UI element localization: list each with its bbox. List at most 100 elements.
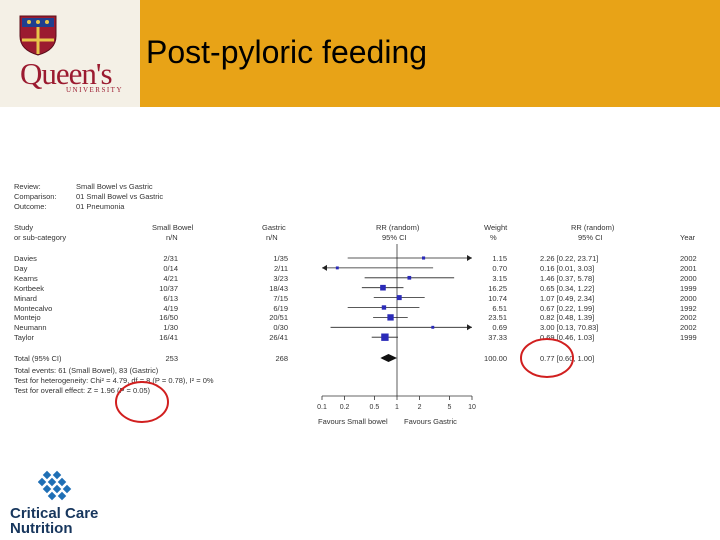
effect-marker <box>380 284 386 291</box>
study-year: 2002 <box>680 323 697 333</box>
study-name: Taylor <box>14 333 35 343</box>
header-gastric-sub: n/N <box>266 233 278 242</box>
study-ci-text: 0.65 [0.34, 1.22] <box>540 283 595 293</box>
study-year: 2001 <box>680 263 697 273</box>
study-gastric: 3/23 <box>273 273 288 283</box>
study-sb: 4/19 <box>163 303 178 313</box>
header-sb-sub: n/N <box>166 233 178 242</box>
review-value: Small Bowel vs Gastric <box>76 182 153 191</box>
header-year: Year <box>680 233 696 242</box>
study-ci-text: 0.67 [0.22, 1.99] <box>540 303 595 313</box>
slide-title: Post-pyloric feeding <box>146 34 428 70</box>
study-year: 2000 <box>680 293 697 303</box>
study-name: Kortbeek <box>14 283 45 293</box>
study-ci-text: 0.16 [0.01, 3.03] <box>540 263 595 273</box>
effect-marker <box>407 275 412 280</box>
study-year: 2002 <box>680 254 697 263</box>
study-ci-text: 0.82 [0.48, 1.39] <box>540 313 595 323</box>
study-sb: 0/14 <box>163 263 178 273</box>
comparison-value: 01 Small Bowel vs Gastric <box>76 192 164 201</box>
effect-marker <box>381 333 389 341</box>
header-subcat: or sub-category <box>14 233 67 242</box>
effect-marker <box>381 305 387 310</box>
header-rr2-sub: 95% CI <box>578 233 603 242</box>
study-sb: 16/50 <box>159 313 178 323</box>
annotation-circle-pvalue <box>115 381 169 423</box>
x-tick-label: 2 <box>418 404 422 411</box>
study-weight: 23.51 <box>488 313 507 323</box>
study-name: Neumann <box>14 323 47 333</box>
crest-icon <box>19 15 57 56</box>
study-name: Minard <box>14 293 37 303</box>
effect-marker <box>335 266 339 270</box>
study-gastric: 20/51 <box>269 313 288 323</box>
header-gastric: Gastric <box>262 223 286 232</box>
effect-marker <box>387 314 394 321</box>
ci-arrow-right <box>467 255 472 261</box>
header-weight-sub: % <box>490 233 497 242</box>
x-tick-label: 0.2 <box>340 404 350 411</box>
study-gastric: 26/41 <box>269 333 288 343</box>
study-weight: 37.33 <box>488 333 507 343</box>
total-ci-text: 0.77 [0.60, 1.00] <box>540 354 595 363</box>
study-ci-text: 3.00 [0.13, 70.83] <box>540 323 599 333</box>
study-sb: 16/41 <box>159 333 178 343</box>
total-label: Total (95% CI) <box>14 354 62 363</box>
ccn-logo-icon <box>38 470 72 501</box>
study-year: 2002 <box>680 313 697 323</box>
queens-logo: Queen's UNIVERSITY <box>0 0 140 107</box>
x-tick-label: 0.1 <box>317 404 327 411</box>
study-ci-text: 2.26 [0.22, 23.71] <box>540 254 599 263</box>
x-tick-label: 0.5 <box>370 404 380 411</box>
study-year: 2000 <box>680 273 697 283</box>
study-gastric: 18/43 <box>269 283 288 293</box>
header-sb: Small Bowel <box>152 223 194 232</box>
x-tick-label: 5 <box>447 404 451 411</box>
total-diamond <box>380 354 397 362</box>
ci-arrow-right <box>467 324 472 331</box>
study-weight: 3.15 <box>492 273 507 283</box>
study-sb: 10/37 <box>159 283 178 293</box>
total-gastric: 268 <box>275 354 288 363</box>
study-ci-text: 1.46 [0.37, 5.78] <box>540 273 595 283</box>
ccn-logo: Critical Care Nutrition <box>8 470 118 536</box>
study-name: Davies <box>14 254 37 263</box>
study-year: 1992 <box>680 303 697 313</box>
x-tick-label: 10 <box>468 404 476 411</box>
study-gastric: 2/11 <box>273 263 288 273</box>
footnote-heterogeneity: Test for heterogeneity: Chi² = 4.79, df … <box>14 376 214 385</box>
xlabel-left: Favours Small bowel <box>318 417 388 426</box>
ccn-line1: Critical Care <box>10 505 99 522</box>
x-tick-label: 1 <box>395 404 399 411</box>
study-name: Day <box>14 263 28 273</box>
effect-marker <box>431 325 435 329</box>
study-gastric: 1/35 <box>273 254 288 263</box>
ci-arrow-left <box>322 264 327 271</box>
study-ci-text: 1.07 [0.49, 2.34] <box>540 293 595 303</box>
study-name: Montejo <box>14 313 41 323</box>
header-rr2: RR (random) <box>571 223 615 232</box>
effect-marker <box>422 256 426 260</box>
header-weight: Weight <box>484 223 508 232</box>
study-name: Montecalvo <box>14 303 53 313</box>
comparison-label: Comparison: <box>14 192 57 201</box>
header-study: Study <box>14 223 34 232</box>
logo-wordmark: Queen's <box>20 56 113 91</box>
total-sb: 253 <box>165 354 178 363</box>
study-weight: 0.70 <box>492 263 507 273</box>
ccn-line2: Nutrition <box>10 520 73 537</box>
header-rr1: RR (random) <box>376 223 420 232</box>
study-name: Kearns <box>14 273 38 283</box>
xlabel-right: Favours Gastric <box>404 417 457 426</box>
study-gastric: 7/15 <box>273 293 288 303</box>
study-weight: 10.74 <box>488 293 507 303</box>
study-sb: 6/13 <box>163 293 178 303</box>
footnote-overall: Test for overall effect: Z = 1.96 (P = 0… <box>14 386 151 395</box>
total-weight: 100.00 <box>484 354 507 363</box>
review-label: Review: <box>14 182 41 191</box>
study-ci-text: 0.69 [0.46, 1.03] <box>540 333 595 343</box>
study-weight: 0.69 <box>492 323 507 333</box>
study-gastric: 0/30 <box>273 323 288 333</box>
